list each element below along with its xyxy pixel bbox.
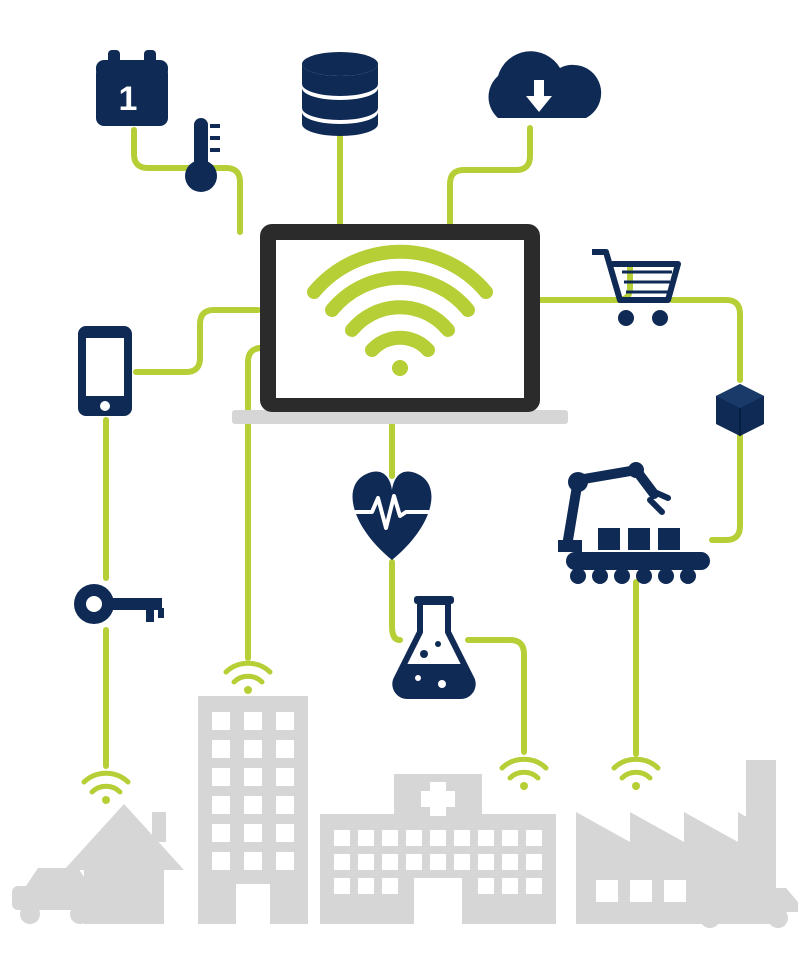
smartphone-icon — [78, 326, 132, 416]
wifi-markers — [84, 663, 658, 804]
wifi-marker-office-icon — [226, 663, 270, 694]
cloud-download-icon — [489, 51, 602, 118]
database-icon — [302, 52, 378, 136]
office-tower-icon — [198, 696, 308, 924]
thermometer-icon — [185, 118, 220, 192]
iot-infographic: 1 — [0, 0, 806, 960]
robot-arm-conveyor-icon — [558, 462, 710, 584]
heart-rate-icon — [353, 472, 432, 560]
hospital-icon — [320, 774, 556, 924]
calendar-label: 1 — [119, 80, 138, 118]
car-icon — [12, 868, 94, 924]
laptop-hub — [232, 224, 568, 424]
wifi-marker-factory-icon — [614, 759, 658, 790]
lab-flask-icon — [395, 596, 472, 696]
calendar-icon: 1 — [96, 50, 168, 126]
skyline — [12, 696, 798, 928]
key-icon — [74, 584, 164, 624]
shopping-cart-icon — [592, 252, 678, 326]
wifi-marker-house-icon — [84, 773, 128, 804]
diagram-canvas: 1 — [0, 0, 806, 960]
wifi-marker-hospital-icon — [502, 759, 546, 790]
package-box-icon — [716, 384, 764, 436]
